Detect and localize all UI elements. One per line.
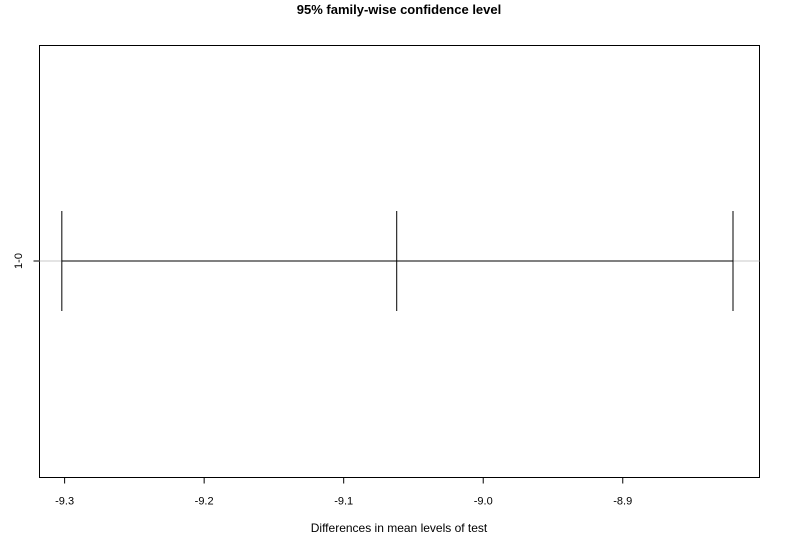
- x-axis-label: Differences in mean levels of test: [311, 521, 488, 535]
- x-tick-label: -8.9: [613, 496, 632, 508]
- x-tick-label: -9.1: [334, 496, 353, 508]
- x-tick-label: -9.2: [195, 496, 214, 508]
- y-axis: 1-0: [13, 253, 40, 269]
- chart-title: 95% family-wise confidence level: [297, 2, 501, 17]
- y-tick-label: 1-0: [13, 253, 25, 269]
- x-tick-label: -9.0: [474, 496, 493, 508]
- x-axis: -9.3 -9.2 -9.1 -9.0 -8.9: [55, 477, 632, 508]
- confidence-intervals: [61, 211, 734, 311]
- x-tick-label: -9.3: [55, 496, 74, 508]
